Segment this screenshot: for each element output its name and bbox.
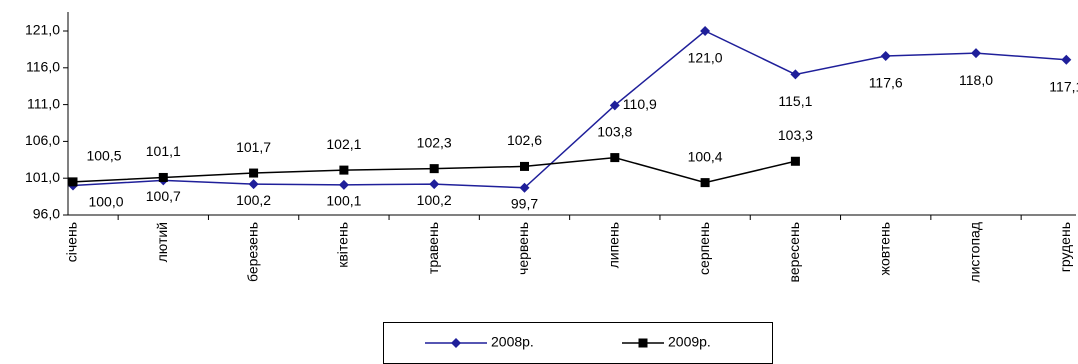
data-label: 100,0 xyxy=(88,193,123,209)
point xyxy=(700,178,710,188)
data-label: 102,6 xyxy=(507,132,542,148)
data-label: 100,2 xyxy=(417,192,452,208)
legend-label: 2009р. xyxy=(668,334,711,350)
x-tick-label: жовтень xyxy=(876,222,892,275)
point xyxy=(790,156,800,166)
x-tick-label: грудень xyxy=(1057,222,1073,272)
point xyxy=(610,153,620,163)
legend-label: 2008р. xyxy=(491,334,534,350)
point xyxy=(609,100,620,111)
point xyxy=(700,26,711,36)
point xyxy=(520,161,529,171)
data-label: 100,1 xyxy=(326,193,361,209)
y-tick-label: 116,0 xyxy=(26,59,60,75)
x-tick-label: березень xyxy=(244,222,260,282)
point xyxy=(971,48,981,59)
x-tick-label: лютий xyxy=(154,222,170,262)
x-tick-label: травень xyxy=(425,222,441,274)
data-label: 115,1 xyxy=(778,93,812,109)
point xyxy=(338,179,349,190)
y-tick-label: 101,0 xyxy=(25,169,60,185)
point xyxy=(339,165,349,175)
data-label: 121,0 xyxy=(688,50,723,66)
point xyxy=(429,179,440,190)
data-label: 102,1 xyxy=(326,136,361,152)
point xyxy=(68,177,78,187)
data-label: 100,7 xyxy=(146,188,181,204)
data-label: 99,7 xyxy=(511,195,538,211)
point xyxy=(1061,54,1072,65)
data-label: 100,5 xyxy=(86,148,121,164)
data-label: 101,1 xyxy=(146,143,181,159)
y-tick-label: 111,0 xyxy=(27,95,60,111)
series-line xyxy=(72,30,1067,189)
x-tick-label: січень xyxy=(64,222,80,262)
data-label: 100,2 xyxy=(236,192,271,208)
x-tick-label: червень xyxy=(515,222,531,275)
x-tick-label: листопад xyxy=(967,222,983,283)
point xyxy=(249,168,259,178)
point xyxy=(158,172,168,182)
point xyxy=(429,164,439,174)
point xyxy=(519,182,530,193)
data-label: 102,3 xyxy=(417,134,452,150)
y-tick-label: 96,0 xyxy=(33,206,60,222)
point xyxy=(880,51,891,62)
y-tick-label: 106,0 xyxy=(25,132,60,148)
point xyxy=(790,69,801,80)
data-label: 117,1 xyxy=(1049,78,1078,94)
point xyxy=(638,338,648,348)
data-label: 110,9 xyxy=(623,96,657,112)
data-label: 100,4 xyxy=(688,148,723,164)
data-label: 103,3 xyxy=(778,127,813,143)
x-tick-label: серпень xyxy=(696,222,712,275)
point xyxy=(451,338,461,348)
data-label: 103,8 xyxy=(597,123,632,139)
data-label: 101,7 xyxy=(236,139,271,155)
x-tick-label: квітень xyxy=(335,222,351,268)
x-tick-label: вересень xyxy=(786,222,802,282)
x-tick-label: липень xyxy=(606,222,622,268)
y-tick-label: 121,0 xyxy=(25,22,60,38)
data-label: 117,6 xyxy=(869,75,903,91)
data-label: 118,0 xyxy=(959,72,993,88)
point xyxy=(248,179,259,190)
